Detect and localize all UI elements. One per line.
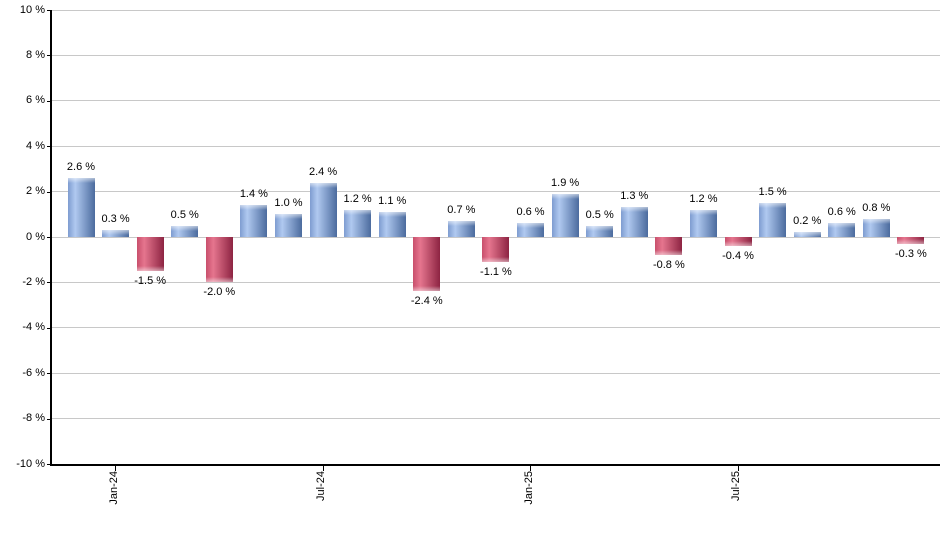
bar-value-label: -0.3 % <box>895 247 927 260</box>
gridline <box>51 145 940 147</box>
gridline <box>51 372 940 374</box>
bar-positive <box>793 232 821 237</box>
y-tick-label: 10 % <box>19 3 45 16</box>
y-tick-label: 4 % <box>26 139 45 152</box>
bar-negative <box>136 237 164 272</box>
bar-positive <box>862 218 890 237</box>
y-tick-label: -2 % <box>22 275 45 288</box>
bar-value-label: -0.4 % <box>722 250 754 263</box>
gridline <box>51 191 940 193</box>
bar-positive <box>447 221 475 237</box>
bar-positive <box>67 177 95 237</box>
bar-value-label: 2.6 % <box>66 160 96 173</box>
y-tick <box>47 418 51 420</box>
x-tick-label: Jul-24 <box>315 471 328 501</box>
gridline <box>51 281 940 283</box>
bar-value-label: 0.7 % <box>447 204 476 217</box>
y-tick-label: 8 % <box>26 48 45 61</box>
y-tick <box>47 146 51 148</box>
bar-value-label: 1.5 % <box>758 185 787 198</box>
y-tick <box>47 55 51 57</box>
x-tick <box>530 466 532 471</box>
bar-value-label: 1.9 % <box>551 176 580 189</box>
bar-value-label: 0.8 % <box>862 201 891 214</box>
bar-value-label: -2.0 % <box>203 286 236 299</box>
bar-value-label: 1.2 % <box>689 192 718 205</box>
bar-positive <box>517 223 545 237</box>
bar-value-label: -2.4 % <box>410 295 443 308</box>
bar-value-label: -1.1 % <box>480 265 512 278</box>
bar-negative <box>413 237 441 292</box>
bar-value-label: 0.2 % <box>793 215 822 228</box>
y-tick <box>47 327 51 329</box>
bar-value-label: 0.5 % <box>170 208 199 221</box>
gridline <box>51 418 940 420</box>
y-tick-label: 0 % <box>26 230 45 243</box>
y-tick-label: -4 % <box>22 321 45 334</box>
x-tick-label: Jan-24 <box>107 471 120 505</box>
bar-positive <box>378 212 406 237</box>
x-tick <box>322 466 324 471</box>
bar-value-label: 1.0 % <box>274 197 303 210</box>
bar-positive <box>828 223 856 237</box>
bar-value-label: 1.4 % <box>239 188 268 201</box>
x-tick-label: Jul-25 <box>730 471 743 501</box>
bar-value-label: 1.2 % <box>343 192 372 205</box>
bar-negative <box>482 237 510 262</box>
bar-negative <box>897 237 925 244</box>
y-axis-line <box>50 10 52 466</box>
bar-positive <box>689 209 717 237</box>
y-tick <box>47 10 51 11</box>
bar-positive <box>171 225 199 237</box>
bar-value-label: 2.4 % <box>308 165 338 178</box>
y-tick <box>47 100 51 102</box>
x-tick-label: Jan-25 <box>522 471 535 505</box>
bar-negative <box>655 237 683 256</box>
y-tick-label: 6 % <box>26 94 45 107</box>
bar-value-label: 1.3 % <box>620 190 649 203</box>
y-tick <box>47 191 51 193</box>
bar-value-label: 0.6 % <box>827 206 856 219</box>
y-tick <box>47 282 51 284</box>
x-tick <box>737 466 739 471</box>
bar-positive <box>102 230 130 237</box>
y-tick-label: 2 % <box>26 185 45 198</box>
gridline <box>51 54 940 56</box>
bar-value-label: -1.5 % <box>134 275 167 288</box>
bar-positive <box>586 225 614 237</box>
y-tick-label: -8 % <box>22 412 45 425</box>
x-tick <box>115 466 117 471</box>
y-tick <box>47 237 51 238</box>
bar-positive <box>344 209 372 237</box>
bar-positive <box>620 207 648 237</box>
bar-positive <box>759 202 787 237</box>
bar-negative <box>205 237 233 283</box>
x-axis-line <box>50 464 940 466</box>
bar-value-label: 1.1 % <box>378 195 407 208</box>
gridline <box>51 100 940 102</box>
y-tick-label: -10 % <box>16 457 45 470</box>
y-tick <box>47 464 51 465</box>
bar-value-label: 0.5 % <box>585 208 614 221</box>
y-tick <box>47 373 51 375</box>
gridline <box>51 9 940 11</box>
y-tick-label: -6 % <box>22 366 45 379</box>
bar-positive <box>309 182 337 237</box>
bar-value-label: 0.6 % <box>516 206 545 219</box>
gridline <box>51 327 940 329</box>
bar-negative <box>724 237 752 247</box>
bar-positive <box>551 193 579 237</box>
bar-value-label: -0.8 % <box>652 259 685 272</box>
bar-value-label: 0.3 % <box>101 213 130 226</box>
bar-positive <box>240 205 268 237</box>
bar-positive <box>274 214 302 237</box>
